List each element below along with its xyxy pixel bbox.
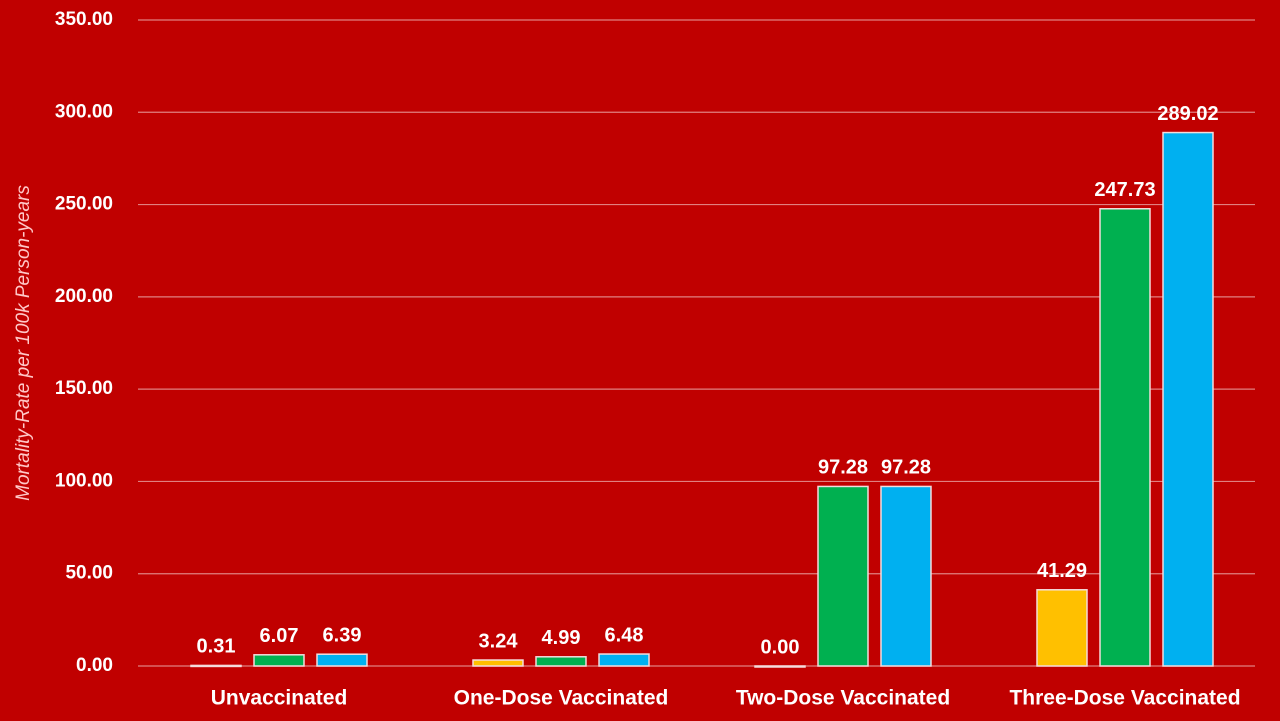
y-tick-label: 250.00 (55, 194, 113, 215)
y-tick-label: 100.00 (55, 470, 113, 491)
bar (253, 654, 305, 667)
bar (598, 653, 650, 667)
data-label: 41.29 (1037, 560, 1087, 582)
data-label: 3.24 (479, 630, 519, 652)
x-tick-label: Three-Dose Vaccinated (1009, 687, 1240, 710)
y-tick-label: 150.00 (55, 378, 113, 399)
y-axis-label: Mortality-Rate per 100k Person-years (13, 185, 34, 501)
x-tick-label: Two-Dose Vaccinated (736, 687, 950, 710)
bar (190, 664, 242, 668)
x-tick-label: One-Dose Vaccinated (454, 687, 669, 710)
data-label: 97.28 (881, 457, 931, 479)
y-tick-label: 200.00 (55, 286, 113, 307)
y-tick-label: 50.00 (65, 563, 113, 584)
bar (316, 653, 368, 667)
data-label: 6.48 (605, 624, 644, 646)
data-label: 4.99 (542, 627, 581, 649)
data-label: 289.02 (1157, 103, 1218, 125)
data-label: 6.39 (323, 624, 362, 646)
data-label: 247.73 (1094, 179, 1155, 201)
x-tick-label: Unvaccinated (211, 687, 348, 710)
y-tick-label: 0.00 (76, 655, 113, 676)
bar (1036, 589, 1088, 667)
y-tick-label: 350.00 (55, 9, 113, 30)
bar (817, 485, 869, 667)
data-label: 0.00 (761, 636, 800, 658)
bar (880, 485, 932, 667)
data-label: 97.28 (818, 457, 868, 479)
bar (1099, 208, 1151, 667)
bar (1162, 131, 1214, 667)
bar (535, 656, 587, 667)
data-label: 0.31 (197, 636, 236, 658)
data-label: 6.07 (260, 625, 299, 647)
bar (754, 665, 806, 668)
bar (472, 659, 524, 667)
y-tick-label: 300.00 (55, 101, 113, 122)
